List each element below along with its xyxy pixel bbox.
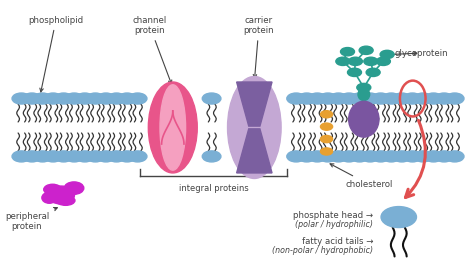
Circle shape (128, 93, 147, 104)
Circle shape (403, 93, 422, 104)
Text: channel
protein: channel protein (132, 16, 172, 84)
Circle shape (380, 50, 394, 58)
Circle shape (336, 57, 350, 65)
Circle shape (392, 151, 411, 162)
Circle shape (366, 68, 380, 76)
Circle shape (446, 93, 464, 104)
Circle shape (128, 151, 147, 162)
Ellipse shape (44, 184, 62, 195)
Circle shape (424, 93, 443, 104)
Circle shape (320, 148, 333, 155)
Circle shape (86, 93, 105, 104)
PathPatch shape (237, 129, 272, 173)
Circle shape (357, 83, 371, 92)
Circle shape (329, 93, 348, 104)
Text: fatty acid tails →: fatty acid tails → (301, 237, 373, 246)
Circle shape (107, 93, 126, 104)
Text: (non-polar / hydrophobic): (non-polar / hydrophobic) (272, 247, 373, 255)
Ellipse shape (56, 196, 75, 205)
Circle shape (287, 93, 305, 104)
Circle shape (55, 93, 73, 104)
Circle shape (23, 151, 41, 162)
Ellipse shape (358, 88, 370, 101)
Circle shape (118, 151, 137, 162)
Circle shape (376, 57, 391, 65)
Circle shape (55, 151, 73, 162)
Circle shape (12, 151, 31, 162)
Circle shape (202, 93, 221, 104)
Text: peripheral
protein: peripheral protein (5, 207, 57, 231)
Circle shape (340, 48, 355, 56)
Circle shape (33, 93, 52, 104)
Ellipse shape (42, 192, 57, 203)
Circle shape (308, 93, 327, 104)
Circle shape (65, 151, 83, 162)
Ellipse shape (228, 76, 281, 178)
Circle shape (359, 46, 373, 55)
Ellipse shape (47, 186, 74, 204)
Circle shape (350, 93, 369, 104)
Text: integral proteins: integral proteins (179, 184, 248, 193)
Circle shape (371, 93, 390, 104)
Circle shape (347, 68, 362, 76)
Circle shape (340, 93, 358, 104)
Circle shape (97, 151, 115, 162)
Text: (polar / hydrophilic): (polar / hydrophilic) (295, 220, 373, 229)
Circle shape (371, 151, 390, 162)
Circle shape (44, 151, 63, 162)
Circle shape (414, 93, 432, 104)
Circle shape (446, 151, 464, 162)
Circle shape (308, 151, 327, 162)
Ellipse shape (160, 85, 186, 170)
Circle shape (350, 151, 369, 162)
Circle shape (97, 93, 115, 104)
Circle shape (320, 123, 333, 130)
Text: carrier
protein: carrier protein (244, 16, 274, 78)
Text: cholesterol: cholesterol (330, 164, 392, 189)
Circle shape (392, 93, 411, 104)
Circle shape (202, 151, 221, 162)
Circle shape (382, 93, 401, 104)
Circle shape (364, 57, 378, 65)
Circle shape (382, 151, 401, 162)
Circle shape (435, 93, 454, 104)
Circle shape (86, 151, 105, 162)
Circle shape (319, 151, 337, 162)
Text: phosphate head →: phosphate head → (293, 211, 373, 220)
Circle shape (320, 135, 333, 143)
Circle shape (75, 151, 94, 162)
Circle shape (381, 207, 417, 227)
Ellipse shape (349, 101, 379, 137)
Text: glycoprotein: glycoprotein (394, 48, 447, 58)
Circle shape (23, 93, 41, 104)
Circle shape (361, 93, 380, 104)
Circle shape (348, 57, 363, 65)
Circle shape (297, 151, 316, 162)
Circle shape (435, 151, 454, 162)
Circle shape (33, 151, 52, 162)
Circle shape (107, 151, 126, 162)
Circle shape (340, 151, 358, 162)
Circle shape (118, 93, 137, 104)
Circle shape (329, 151, 348, 162)
Circle shape (44, 93, 63, 104)
Circle shape (424, 151, 443, 162)
Circle shape (403, 151, 422, 162)
FancyArrowPatch shape (405, 120, 425, 198)
Text: phospholipid: phospholipid (28, 16, 83, 92)
Circle shape (297, 93, 316, 104)
Ellipse shape (64, 182, 84, 194)
Circle shape (287, 151, 305, 162)
Circle shape (12, 93, 31, 104)
Circle shape (75, 93, 94, 104)
Circle shape (320, 111, 333, 118)
PathPatch shape (237, 82, 272, 126)
Circle shape (319, 93, 337, 104)
Circle shape (361, 151, 380, 162)
Circle shape (65, 93, 83, 104)
Circle shape (414, 151, 432, 162)
Ellipse shape (148, 82, 197, 173)
